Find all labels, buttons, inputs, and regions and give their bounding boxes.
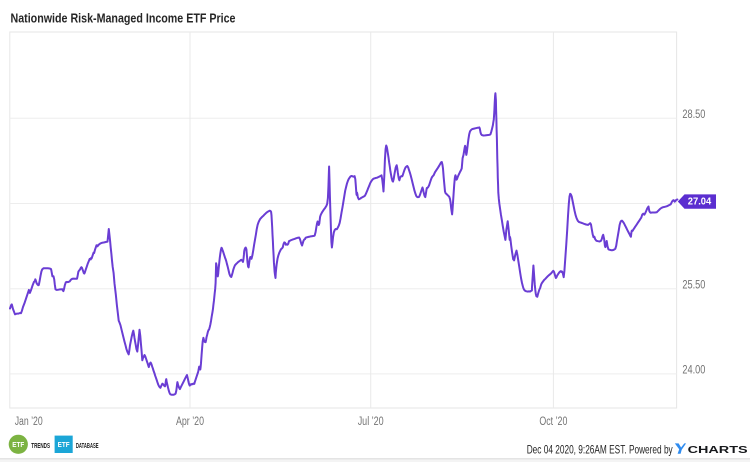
svg-text:28.50: 28.50 bbox=[682, 109, 705, 121]
svg-text:ETF: ETF bbox=[12, 440, 24, 449]
svg-text:Nationwide Risk-Managed Income: Nationwide Risk-Managed Income ETF Price bbox=[11, 11, 236, 26]
svg-text:CHARTS: CHARTS bbox=[688, 444, 748, 456]
svg-text:ETF: ETF bbox=[58, 440, 70, 449]
svg-text:TRENDS: TRENDS bbox=[31, 443, 50, 450]
svg-text:Dec 04 2020, 9:26AM EST. Power: Dec 04 2020, 9:26AM EST. Powered by bbox=[527, 442, 673, 456]
svg-text:27.04: 27.04 bbox=[688, 197, 712, 208]
svg-text:Apr ’20: Apr ’20 bbox=[176, 416, 204, 428]
svg-text:Jul ’20: Jul ’20 bbox=[358, 416, 384, 428]
svg-text:24.00: 24.00 bbox=[682, 365, 705, 377]
svg-text:Oct ’20: Oct ’20 bbox=[539, 416, 567, 428]
svg-text:DATABASE: DATABASE bbox=[76, 443, 99, 450]
svg-text:25.50: 25.50 bbox=[682, 279, 705, 291]
svg-text:Jan ’20: Jan ’20 bbox=[15, 416, 43, 428]
